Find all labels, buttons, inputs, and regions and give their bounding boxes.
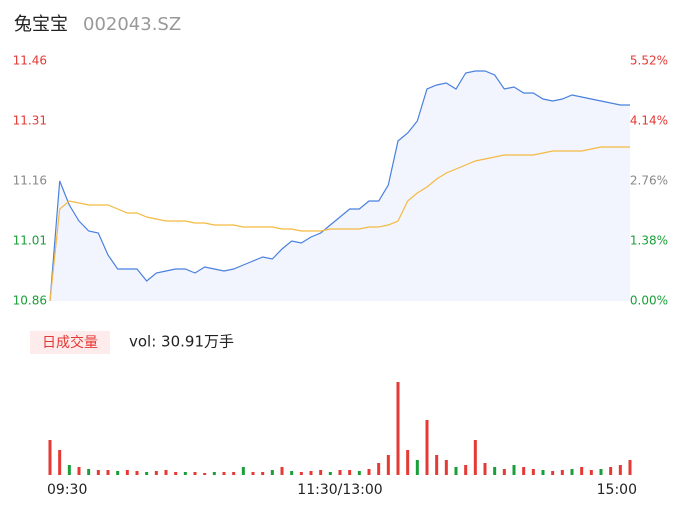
volume-bar <box>599 469 603 475</box>
volume-bar <box>193 472 197 475</box>
stock-name: 兔宝宝 <box>14 14 68 35</box>
volume-bar <box>203 473 207 475</box>
volume-bar <box>145 472 149 475</box>
volume-bar <box>58 450 62 475</box>
price-area <box>50 71 630 301</box>
volume-bar <box>174 472 178 475</box>
volume-bar <box>473 440 477 475</box>
volume-bar <box>570 469 574 475</box>
x-tick-label: 11:30/13:00 <box>297 482 382 498</box>
y2-tick-label: 5.52% <box>630 54 668 68</box>
volume-bar <box>560 470 564 475</box>
volume-bar <box>454 467 458 475</box>
volume-bar <box>425 420 429 475</box>
stock-code: 002043.SZ <box>83 14 181 35</box>
y-tick-label: 10.86 <box>13 294 47 308</box>
volume-bar <box>67 465 71 475</box>
y-tick-label: 11.01 <box>13 234 47 248</box>
y2-tick-label: 4.14% <box>630 114 668 128</box>
volume-bar <box>618 465 622 475</box>
volume-bar <box>183 472 187 475</box>
volume-bar <box>328 472 332 475</box>
volume-total: vol: 30.91万手 <box>129 333 234 351</box>
volume-label: 日成交量 <box>42 334 98 351</box>
volume-bar <box>580 467 584 475</box>
volume-bar <box>135 471 139 475</box>
y-tick-label: 11.31 <box>13 114 47 128</box>
volume-bar <box>348 470 352 475</box>
volume-bar <box>280 467 284 475</box>
volume-bar <box>531 469 535 475</box>
volume-bar <box>522 467 526 475</box>
y-tick-label: 11.46 <box>13 54 47 68</box>
volume-bar <box>493 467 497 475</box>
volume-bar <box>241 467 245 475</box>
y2-tick-label: 1.38% <box>630 234 668 248</box>
volume-bar <box>444 460 448 475</box>
volume-bar <box>357 471 361 475</box>
y-tick-label: 11.16 <box>13 174 47 188</box>
series-line <box>49 146 630 302</box>
volume-label-box <box>30 331 110 354</box>
volume-bar <box>270 470 274 475</box>
volume-bar <box>309 471 313 475</box>
volume-bar <box>319 470 323 475</box>
volume-bar <box>512 465 516 475</box>
volume-bar <box>261 472 265 475</box>
volume-bar <box>338 470 342 475</box>
volume-bar <box>48 440 52 475</box>
x-tick-label: 09:30 <box>47 482 87 498</box>
volume-bar <box>551 471 555 475</box>
volume-bar <box>125 470 129 475</box>
volume-bar <box>589 470 593 475</box>
volume-bar <box>251 472 255 475</box>
volume-bar <box>106 470 110 475</box>
volume-bar <box>290 471 294 475</box>
volume-bar <box>212 472 216 475</box>
volume-bar <box>232 472 236 475</box>
volume-bar <box>628 460 632 475</box>
y2-tick-label: 0.00% <box>630 294 668 308</box>
volume-bar <box>435 455 439 475</box>
volume-bar <box>87 469 91 475</box>
volume-bar <box>96 470 100 475</box>
volume-bar <box>483 463 487 475</box>
volume-bar <box>77 467 81 475</box>
volume-bar <box>406 450 410 475</box>
volume-bar <box>609 467 613 475</box>
volume-bar <box>396 382 400 475</box>
y2-tick-label: 2.76% <box>630 174 668 188</box>
volume-bar <box>415 460 419 475</box>
volume-bar <box>222 472 226 475</box>
volume-bar <box>541 470 545 475</box>
volume-bar <box>299 472 303 475</box>
volume-bar <box>367 469 371 475</box>
series-line <box>49 70 630 302</box>
volume-bar <box>502 469 506 475</box>
volume-bar <box>164 470 168 475</box>
volume-bar <box>116 471 120 475</box>
volume-bar <box>154 471 158 475</box>
volume-bar <box>464 465 468 475</box>
volume-bar <box>377 463 381 475</box>
x-tick-label: 15:00 <box>597 482 637 498</box>
volume-bar <box>386 455 390 475</box>
